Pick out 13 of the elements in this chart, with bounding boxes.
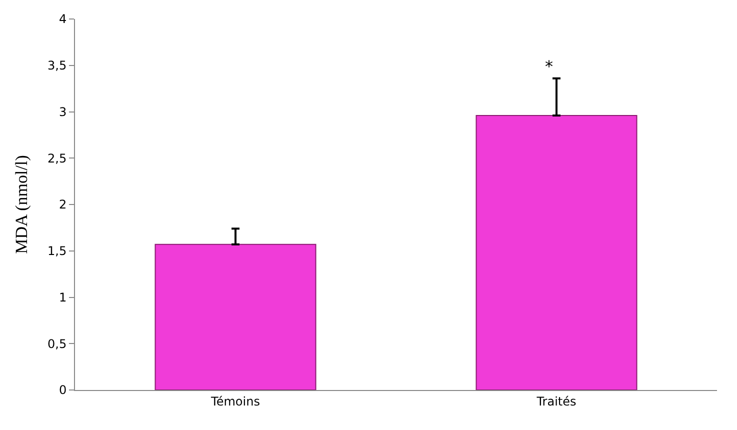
x-tick-label: Traités <box>536 394 576 408</box>
y-tick-label: 0 <box>58 383 67 398</box>
y-tick-label: 3 <box>58 104 67 119</box>
y-tick-label: 0,5 <box>48 336 67 351</box>
annotation: * <box>545 57 553 76</box>
y-tick-label: 2,5 <box>48 151 67 166</box>
y-axis-title: MDA (nmol/l) <box>12 155 32 254</box>
y-tick-label: 1 <box>58 290 67 304</box>
y-tick-label: 1,5 <box>48 244 67 258</box>
y-tick-label: 4 <box>58 12 67 26</box>
x-tick-label: Témoins <box>210 394 260 408</box>
y-tick-label: 3,5 <box>48 58 67 73</box>
y-tick-label: 2 <box>58 198 67 212</box>
